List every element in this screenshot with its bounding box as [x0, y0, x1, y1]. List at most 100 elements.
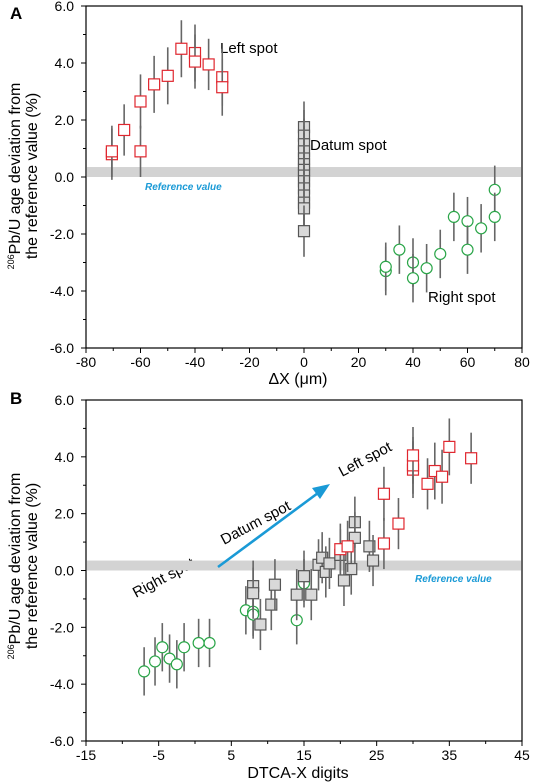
panel-b-right-point: [156, 641, 169, 654]
panel-b-left-point: [341, 540, 354, 553]
panel-a-right-point: [461, 215, 474, 228]
panel-a-y-tick-label: 2.0: [55, 112, 75, 128]
panel-a-left-point: [175, 42, 188, 55]
panel-a-right-point: [447, 210, 460, 223]
panel-a-y-tick-label: 4.0: [55, 55, 75, 71]
panel-a-y-sup-206: 206: [6, 254, 16, 269]
panel-b-trend-arrow-line: [217, 491, 319, 569]
panel-a-annotation-left-spot: Left spot: [220, 40, 278, 57]
panel-a-right-point: [475, 222, 488, 235]
panel-b-left-point: [377, 537, 391, 550]
panel-b-datum-point: [337, 574, 351, 587]
panel-b-y-sup-206: 206: [6, 644, 16, 659]
panel-a-y-tick-label: 0.0: [55, 169, 75, 185]
panel-a-datum-point: [297, 225, 311, 238]
panel-b-right-point: [148, 655, 162, 668]
panel-b-datum-point: [290, 588, 303, 601]
panel-a-left-point: [134, 145, 147, 158]
panel-b-x-tick-label: 35: [442, 747, 458, 763]
panel-b-y-tick-label: 4.0: [55, 449, 75, 465]
panel-a-left-point: [148, 78, 161, 91]
panel-b-y-axis-label-line2: the reference value (%): [24, 483, 41, 649]
panel-a-right-point: [434, 247, 447, 261]
panel-a-left-point: [161, 69, 174, 82]
panel-a-right-point: [406, 272, 420, 285]
panel-a-x-axis-label: ΔX (μm): [268, 371, 327, 388]
panel-b-datum-point: [323, 557, 336, 570]
panel-a-x-tick-label: 20: [351, 354, 367, 370]
panel-b-right-point: [178, 641, 191, 654]
panel-b-y-tick-label: -6.0: [50, 733, 74, 749]
panel-b-reference-label: Reference value: [415, 574, 492, 585]
plot-layer: -80 -60 -40 -20 0 20 40 60 80 6.0 4.0 2.0 0.0 -2.0 -4.…: [50, 0, 530, 763]
panel-b-y-tick-label: 2.0: [55, 506, 75, 522]
panel-b-left-point: [443, 440, 456, 453]
panel-b-datum-point: [366, 554, 380, 567]
panel-b-left-point: [406, 449, 420, 462]
panel-b-y-tick-label: 6.0: [55, 392, 75, 408]
panel-a-x-tick-label: 80: [514, 354, 530, 370]
panel-b-x-tick-label: 5: [227, 747, 235, 763]
panel-b-annotation-datum-spot: Datum spot: [218, 497, 294, 548]
panel-a-x-tick-label: -40: [185, 354, 205, 370]
panel-b-datum-point: [363, 540, 376, 553]
panel-b-left-point: [377, 487, 391, 500]
panel-b-annotation-left-spot: Left spot: [336, 438, 396, 480]
panel-b-datum-point: [247, 587, 260, 600]
panel-a-x-tick-label: 60: [460, 354, 476, 370]
panel-a-x-tick-label: 0: [300, 354, 308, 370]
panel-a-left-point: [188, 55, 202, 68]
panel-b-y-label-text: Pb/U age deviation from: [7, 473, 24, 645]
panel-a-x-tick-label: 40: [405, 354, 421, 370]
panel-b-x-tick-label: 45: [514, 747, 530, 763]
panel-b-datum-point: [305, 588, 318, 601]
panel-b-datum-point: [265, 598, 278, 611]
panel-b-right-point: [170, 658, 183, 671]
panel-a-reference-label: Reference value: [145, 182, 222, 193]
panel-a-annotation-datum-spot: Datum spot: [310, 137, 388, 154]
panel-b-datum-point: [348, 531, 361, 544]
panel-b-right-point: [192, 636, 205, 650]
panel-a-left-point: [105, 145, 118, 158]
panel-a-y-label-text: Pb/U age deviation from: [7, 83, 24, 255]
panel-a-y-axis-label-line2: the reference value (%): [24, 93, 41, 259]
panel-b-datum-point: [268, 578, 282, 591]
panel-a-left-point: [118, 123, 131, 137]
panel-b-datum-point: [254, 618, 267, 631]
panel-a-y-tick-label: -4.0: [50, 283, 74, 299]
panel-a-letter: A: [10, 4, 22, 23]
panel-b-y-tick-label: -2.0: [50, 619, 74, 635]
panel-a-left-point: [216, 81, 229, 94]
panel-a-right-point: [420, 262, 433, 275]
panel-a-right-point: [379, 260, 392, 273]
panel-b-left-point: [435, 470, 449, 483]
panel-b-left-point: [465, 452, 478, 465]
panel-a-x-tick-label: -60: [130, 354, 150, 370]
panel-b-x-axis-label: DTCA-X digits: [247, 765, 348, 782]
panel-a-y-axis-label-line1: 206Pb/U age deviation from: [6, 83, 24, 270]
panel-a-plot-frame: [85, 5, 523, 349]
panel-b-datum-point: [297, 570, 311, 583]
panel-b-x-tick-label: -5: [152, 747, 165, 763]
panel-b-right-point: [203, 636, 216, 650]
panel-a-x-tick-label: -20: [239, 354, 259, 370]
panel-b-x-tick-label: -15: [76, 747, 96, 763]
panel-b-y-tick-label: 0.0: [55, 563, 75, 579]
panel-a-right-point: [488, 210, 501, 223]
panel-a-y-tick-label: -6.0: [50, 340, 74, 356]
panel-b-y-tick-label: -4.0: [50, 676, 74, 692]
panel-b-right-point: [138, 665, 151, 678]
panel-a-left-point: [202, 58, 215, 71]
panel-a-y-tick-label: 6.0: [55, 0, 75, 14]
panel-b-x-tick-label: 25: [369, 747, 385, 763]
panel-b-plot-frame: [85, 399, 523, 742]
panel-b-x-tick-label: 15: [296, 747, 312, 763]
panel-b-left-point: [421, 477, 434, 490]
panel-a-annotation-right-spot: Right spot: [428, 289, 496, 306]
panel-a-right-point: [393, 243, 406, 256]
panel-a-x-tick-label: -80: [76, 354, 96, 370]
panel-a-left-point: [134, 95, 147, 108]
panel-a-y-tick-label: -2.0: [50, 226, 74, 242]
panel-a-right-point: [461, 243, 474, 256]
